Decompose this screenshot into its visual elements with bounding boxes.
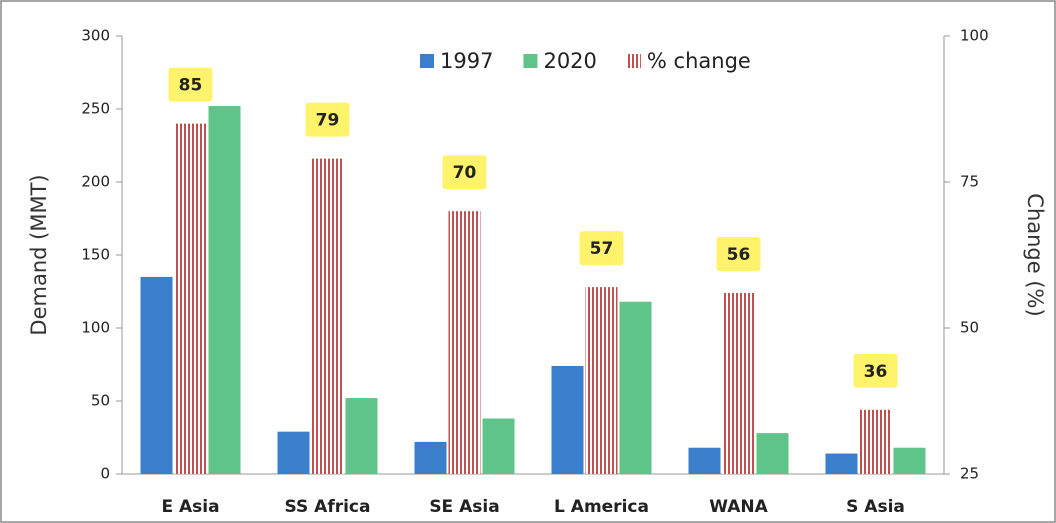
x-tick-label: SE Asia xyxy=(429,497,499,517)
legend-label: 2020 xyxy=(543,49,596,73)
value-label-box xyxy=(442,155,487,190)
value-label: 70 xyxy=(453,163,477,183)
bar xyxy=(619,301,652,474)
bar xyxy=(722,292,755,474)
value-label-box xyxy=(716,236,761,271)
bar xyxy=(756,433,789,474)
bar xyxy=(277,431,310,474)
legend-swatch xyxy=(626,54,641,68)
x-tick-label: WANA xyxy=(709,497,768,517)
x-tick-label: SS Africa xyxy=(285,497,371,517)
bar xyxy=(345,398,378,474)
legend-swatch xyxy=(420,54,434,68)
value-label: 85 xyxy=(179,76,203,96)
bar xyxy=(893,447,926,474)
value-label-box xyxy=(305,102,350,137)
y-tick-label: 150 xyxy=(81,246,110,264)
bar xyxy=(688,447,721,474)
bar xyxy=(551,365,584,474)
bar xyxy=(311,158,344,474)
bar xyxy=(414,441,447,474)
value-label-box xyxy=(853,353,898,388)
x-tick-label: S Asia xyxy=(846,497,905,517)
bar xyxy=(208,106,241,474)
bar xyxy=(859,409,892,474)
bar xyxy=(825,453,858,474)
bar xyxy=(585,287,618,474)
y-tick-label: 100 xyxy=(81,319,110,337)
legend-label: % change xyxy=(647,49,751,73)
value-label-box xyxy=(579,231,624,266)
value-label: 79 xyxy=(316,111,340,131)
value-label: 56 xyxy=(727,245,751,265)
y-tick-label: 200 xyxy=(81,173,110,191)
y-tick-label: 50 xyxy=(91,392,110,410)
y-axis-title: Demand (MMT) xyxy=(27,174,51,335)
x-tick-label: L America xyxy=(554,497,649,517)
x-tick-label: E Asia xyxy=(161,497,219,517)
legend-swatch xyxy=(523,54,538,68)
value-label: 36 xyxy=(864,362,888,382)
y-tick-label: 300 xyxy=(81,27,110,45)
y-tick-label: 0 xyxy=(100,465,110,483)
bar xyxy=(140,276,173,474)
value-label: 57 xyxy=(590,239,614,259)
value-label-box xyxy=(168,67,213,102)
bar xyxy=(174,123,207,474)
y2-axis-title: Change (%) xyxy=(1023,193,1047,316)
y2-tick-label: 50 xyxy=(960,319,979,337)
bar xyxy=(482,418,515,474)
bar xyxy=(448,211,481,474)
y-tick-label: 250 xyxy=(81,100,110,118)
y2-tick-label: 25 xyxy=(960,465,979,483)
y2-tick-label: 100 xyxy=(960,27,989,45)
legend-label: 1997 xyxy=(440,49,493,73)
y2-tick-label: 75 xyxy=(960,173,979,191)
